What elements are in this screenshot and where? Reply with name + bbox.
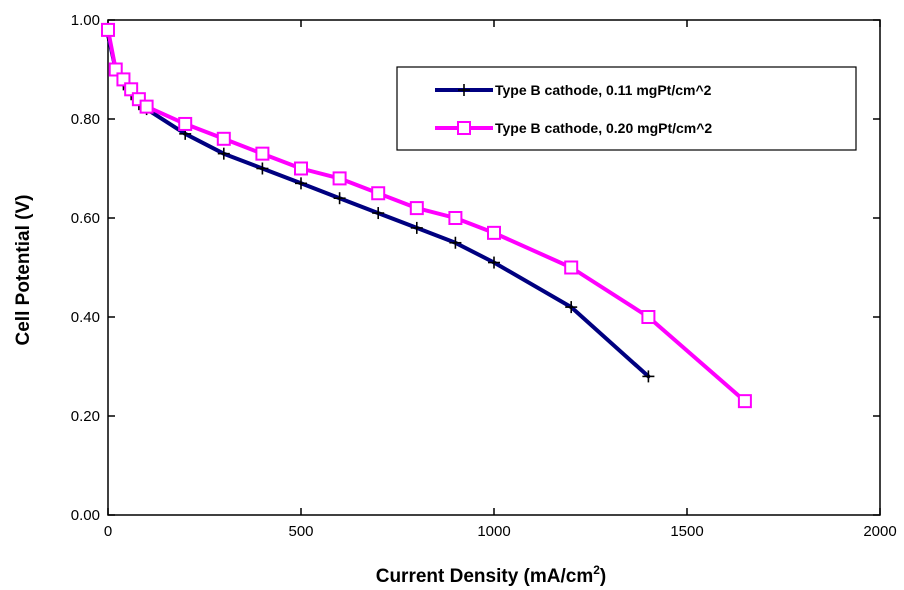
marker-square — [295, 163, 307, 175]
legend-label: Type B cathode, 0.20 mgPt/cm^2 — [495, 120, 712, 136]
marker-square — [488, 227, 500, 239]
marker-square — [458, 122, 470, 134]
x-tick-label: 2000 — [863, 523, 896, 540]
marker-square — [334, 172, 346, 184]
marker-square — [411, 202, 423, 214]
x-axis-title-main: Current Density (mA/cm — [376, 566, 594, 587]
y-tick-label: 1.00 — [71, 12, 100, 29]
y-tick-label: 0.40 — [71, 309, 100, 326]
y-tick-label: 0.80 — [71, 111, 100, 128]
marker-square — [179, 118, 191, 130]
x-tick-label: 500 — [288, 523, 313, 540]
marker-square — [565, 262, 577, 274]
y-axis-title: Cell Potential (V) — [13, 195, 34, 346]
marker-square — [256, 148, 268, 160]
legend-label: Type B cathode, 0.11 mgPt/cm^2 — [495, 82, 712, 98]
marker-square — [449, 212, 461, 224]
marker-square — [218, 133, 230, 145]
marker-square — [141, 101, 153, 113]
legend-box — [397, 67, 856, 150]
x-axis-title-suffix: ) — [600, 566, 606, 587]
x-tick-label: 1500 — [670, 523, 703, 540]
marker-square — [642, 311, 654, 323]
marker-square — [739, 395, 751, 407]
x-tick-label: 1000 — [477, 523, 510, 540]
marker-square — [372, 187, 384, 199]
y-tick-label: 0.60 — [71, 210, 100, 227]
y-tick-label: 0.20 — [71, 408, 100, 425]
marker-square — [102, 24, 114, 36]
x-tick-label: 0 — [104, 523, 112, 540]
x-axis-title: Current Density (mA/cm2) — [376, 563, 607, 587]
legend: Type B cathode, 0.11 mgPt/cm^2 Type B cat… — [397, 67, 856, 150]
y-tick-label: 0.00 — [71, 507, 100, 524]
